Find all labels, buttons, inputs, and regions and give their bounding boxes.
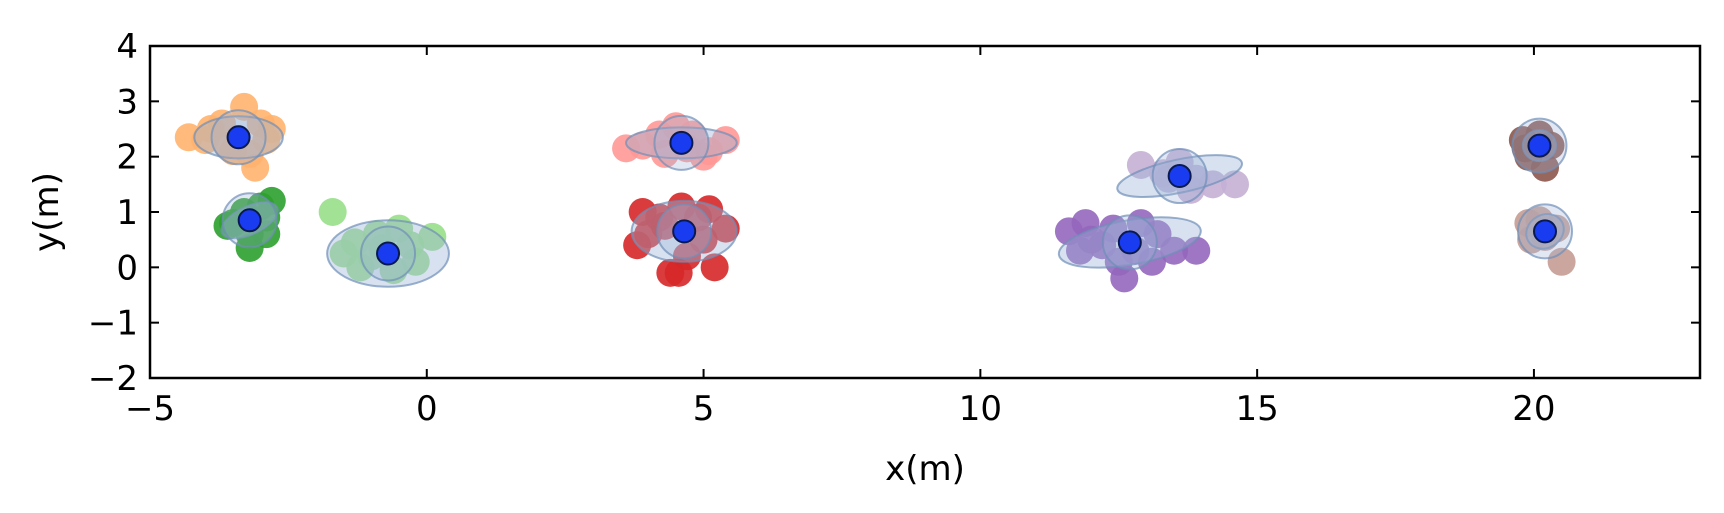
cluster-2-point-9 [401, 247, 430, 276]
cluster-3-center [669, 130, 694, 155]
y-tick-label: 0 [116, 248, 138, 288]
cluster-6 [1054, 209, 1211, 293]
cluster-8 [1514, 203, 1576, 276]
cluster-2 [318, 198, 450, 288]
y-axis-label: y(m) [27, 172, 67, 252]
cluster-5-center [1167, 164, 1192, 189]
axis-ticks: −5 0 5 10 15 20 −2 −1 0 1 2 3 4 [88, 27, 1700, 429]
x-tick-label: −5 [125, 389, 175, 429]
cluster-1 [213, 186, 286, 262]
cluster-7 [1508, 117, 1568, 182]
cluster-6-point-11 [1137, 247, 1166, 276]
cluster-2-point-0 [318, 198, 347, 226]
cluster-6-point-8 [1182, 236, 1211, 265]
plot-frame [148, 44, 1702, 380]
y-tick-label: −1 [88, 304, 138, 344]
y-tick-label: 2 [116, 138, 138, 178]
cluster-8-center [1533, 219, 1557, 244]
x-tick-label: 0 [416, 389, 438, 429]
cluster-4 [623, 192, 740, 287]
cluster-8-point-4 [1547, 247, 1576, 276]
cluster-5 [1116, 148, 1249, 205]
cluster-6-center [1117, 230, 1142, 255]
x-tick-label: 5 [693, 389, 715, 429]
y-tick-label: 4 [116, 27, 138, 67]
cluster-6-point-4 [1110, 264, 1139, 293]
y-tick-label: −2 [88, 359, 138, 399]
cluster-0 [174, 92, 286, 182]
cluster-4-center [672, 219, 697, 244]
cluster-0-center [226, 125, 251, 150]
x-tick-label: 10 [959, 389, 1002, 429]
cluster-6-point-13 [1066, 236, 1094, 265]
x-tick-label: 15 [1236, 389, 1279, 429]
cluster-2-point-6 [418, 222, 447, 251]
cluster-4-point-12 [664, 258, 693, 287]
cluster-7-center [1527, 133, 1552, 158]
cluster-1-center [237, 208, 262, 233]
cluster-6-point-7 [1160, 236, 1189, 265]
cluster-2-center [376, 241, 401, 266]
plot-content [174, 92, 1576, 293]
y-tick-label: 3 [116, 82, 138, 122]
cluster-3-point-6 [711, 126, 740, 155]
cluster-1-point-7 [213, 211, 242, 240]
cluster-4-point-7 [711, 214, 740, 243]
cluster-1-point-6 [257, 186, 286, 215]
y-tick-label: 1 [116, 193, 138, 233]
cluster-5-point-0 [1126, 150, 1155, 179]
x-tick-label: 20 [1512, 389, 1555, 429]
cluster-3 [612, 112, 740, 171]
x-axis-label: x(m) [885, 449, 965, 489]
cluster-4-point-6 [700, 253, 729, 282]
